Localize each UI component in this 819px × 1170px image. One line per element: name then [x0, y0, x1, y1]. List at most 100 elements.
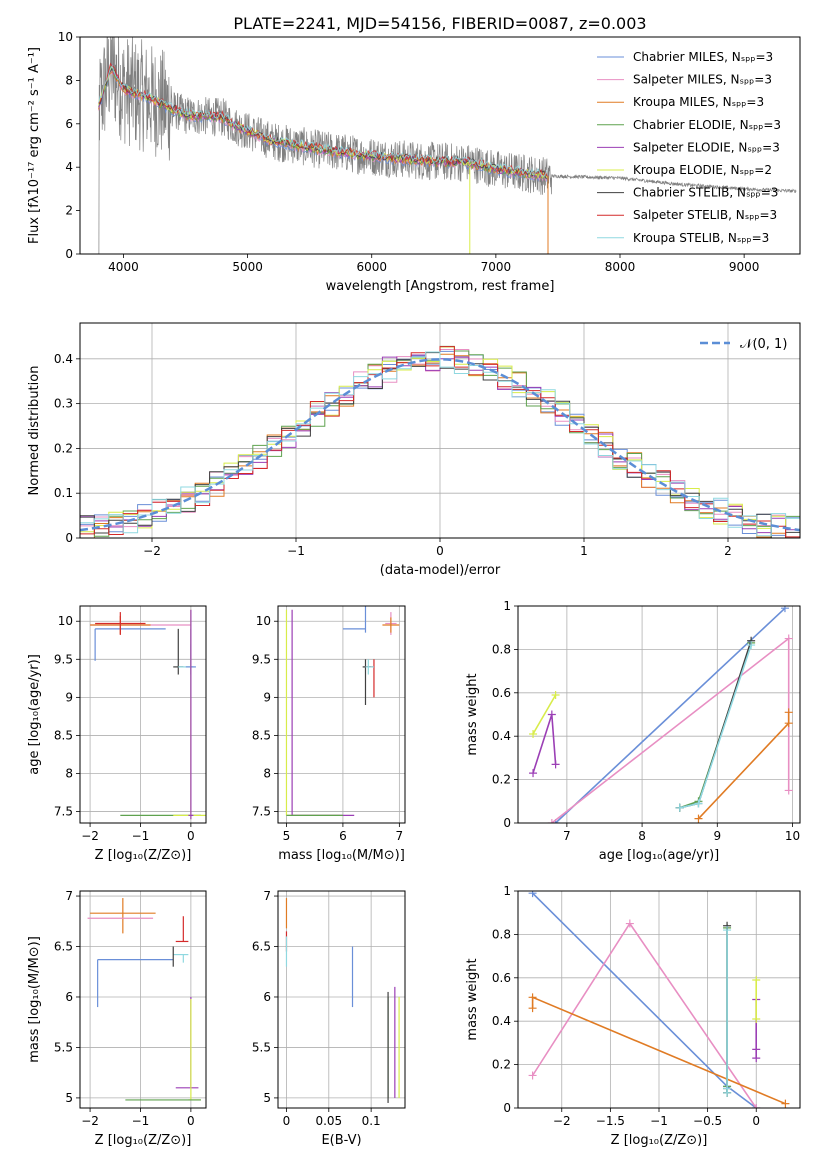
plot-area [528, 891, 790, 1108]
y-axis-label: mass weight [465, 958, 480, 1040]
mass-weight-marker [723, 926, 732, 935]
y-tick-label: 0.8 [492, 927, 511, 941]
axes-frame [79, 890, 207, 1109]
x-tick-label: 8 [638, 829, 646, 843]
x-tick-label: 0 [187, 829, 195, 843]
mass-vs-metallicity-plot: −2 −1 0 5 5.5 6 6.5 7 Z [log₁₀(Z/Z⊙)] mass [log₁₀… [27, 889, 207, 1148]
mass-weight-marker [528, 891, 537, 898]
mass-weight-marker [752, 1054, 761, 1063]
y-tick-label: 0.2 [492, 1058, 511, 1072]
mass-weight-marker [547, 819, 556, 823]
mass-weight-line [679, 642, 752, 809]
mass-weight-line [551, 636, 790, 823]
legend-label: Salpeter STELIB, Nₛₚₚ=3 [633, 208, 777, 222]
y-tick-label: 1 [503, 884, 511, 898]
weight-vs-metallicity-plot: −2 −1.5 −1 −0.5 0 0 0.2 0.4 0.6 0.8 1 Z [log₁₀(Z/Z⊙… [465, 884, 801, 1148]
normal-curve-line [80, 358, 800, 532]
y-axis-label: mass weight [465, 673, 480, 755]
mass-weight-line [555, 607, 786, 823]
x-tick-label: −1 [650, 1114, 668, 1128]
x-tick-label: −1 [287, 544, 305, 558]
plot-area [97, 37, 797, 254]
weight-vs-age-plot: 7 8 9 10 0 0.2 0.4 0.6 0.8 1 age [log₁₀(age/yr)] ma… [465, 599, 801, 863]
y-tick-label: 7 [263, 889, 271, 903]
mass-weight-marker [551, 690, 560, 699]
mass-weight-marker [547, 710, 556, 719]
mass-weight-marker [723, 1084, 732, 1093]
y-tick-label: 5 [65, 1091, 73, 1105]
legend-label: Kroupa MILES, Nₛₚₚ=3 [633, 95, 764, 109]
x-axis-label: Z [log₁₀(Z/Z⊙)] [95, 1133, 192, 1148]
y-tick-label: 8.5 [252, 728, 271, 742]
mass-weight-marker [551, 760, 560, 769]
mass-weight-marker [784, 634, 793, 643]
x-tick-label: 8000 [605, 260, 636, 274]
spectrum-plot: 4000 5000 6000 7000 8000 9000 0 2 4 6 8 10 wavelengt… [27, 30, 801, 294]
axes-frame [517, 890, 801, 1109]
y-tick-label: 10 [58, 30, 73, 44]
x-tick-label: 10 [785, 829, 800, 843]
mass-weight-marker [784, 719, 793, 728]
mass-weight-marker [747, 641, 756, 650]
axes-frame [277, 890, 406, 1109]
legend-label: 𝒩(0, 1) [740, 337, 787, 352]
plot-area [285, 898, 400, 1103]
x-axis-label: mass [log₁₀(M/M⊙)] [278, 848, 405, 863]
y-tick-label: 1 [503, 599, 511, 613]
residual-histogram: −2 −1 0 1 2 0 0.1 0.2 0.3 0.4 (data-model)/error No… [27, 322, 801, 578]
x-tick-label: 7000 [481, 260, 512, 274]
y-tick-label: 0.4 [492, 1014, 511, 1028]
x-tick-label: 1 [580, 544, 588, 558]
y-tick-label: 6.5 [54, 940, 73, 954]
y-tick-label: 9 [263, 690, 271, 704]
x-tick-label: 0.1 [362, 1114, 381, 1128]
age-vs-metallicity-plot: −2 −1 0 7.5 8 8.5 9 9.5 10 Z [log₁₀(Z/Z⊙)] age [lo… [27, 605, 207, 863]
plot-area [285, 606, 400, 816]
mass-weight-marker [528, 1071, 537, 1080]
y-tick-label: 10 [58, 614, 73, 628]
x-tick-label: 5000 [232, 260, 263, 274]
mass-weight-marker [780, 606, 789, 613]
mass-weight-marker [528, 1004, 537, 1013]
y-axis-label: mass [log₁₀(M/M⊙)] [27, 936, 42, 1063]
y-tick-label: 7.5 [54, 805, 73, 819]
x-axis-label: Z [log₁₀(Z/Z⊙)] [611, 1133, 708, 1148]
legend-label: Kroupa STELIB, Nₛₚₚ=3 [633, 231, 769, 245]
y-tick-label: 0 [503, 816, 511, 830]
x-tick-label: 5 [283, 829, 291, 843]
y-tick-label: 10 [256, 614, 271, 628]
y-tick-label: 0 [65, 247, 73, 261]
axes-frame [277, 605, 406, 824]
x-tick-label: 0 [187, 1114, 195, 1128]
y-tick-label: 0.3 [54, 397, 73, 411]
y-axis-label: Flux [fλ10⁻¹⁷ erg cm⁻² s⁻¹ A⁻¹] [27, 47, 42, 244]
axes-frame [517, 605, 801, 824]
mass-weight-marker [694, 814, 703, 823]
x-tick-label: −2 [143, 544, 161, 558]
y-tick-label: 7.5 [252, 805, 271, 819]
mass-weight-marker [528, 993, 537, 1002]
plot-area [90, 609, 206, 820]
axes-frame [79, 36, 801, 255]
x-tick-label: 0 [436, 544, 444, 558]
x-axis-label: age [log₁₀(age/yr)] [599, 848, 720, 863]
figure-title: PLATE=2241, MJD=54156, FIBERID=0087, z=0… [233, 14, 646, 33]
y-tick-label: 0.6 [492, 971, 511, 985]
x-axis-label: E(B-V) [321, 1133, 361, 1148]
y-tick-label: 0.2 [54, 441, 73, 455]
y-tick-label: 6 [65, 117, 73, 131]
mass-weight-marker [529, 769, 538, 778]
x-tick-label: 0 [283, 1114, 291, 1128]
y-tick-label: 0 [503, 1101, 511, 1115]
y-tick-label: 4 [65, 160, 73, 174]
y-tick-label: 6 [65, 990, 73, 1004]
mass-weight-marker [784, 786, 793, 795]
mass-weight-marker [784, 708, 793, 717]
axes-frame [79, 605, 207, 824]
x-tick-label: 9000 [729, 260, 760, 274]
x-tick-label: −1 [132, 1114, 150, 1128]
mass-weight-marker [781, 1099, 790, 1108]
y-axis-label: Normed distribution [27, 366, 42, 496]
legend-label: Chabrier STELIB, Nₛₚₚ=3 [633, 186, 778, 200]
